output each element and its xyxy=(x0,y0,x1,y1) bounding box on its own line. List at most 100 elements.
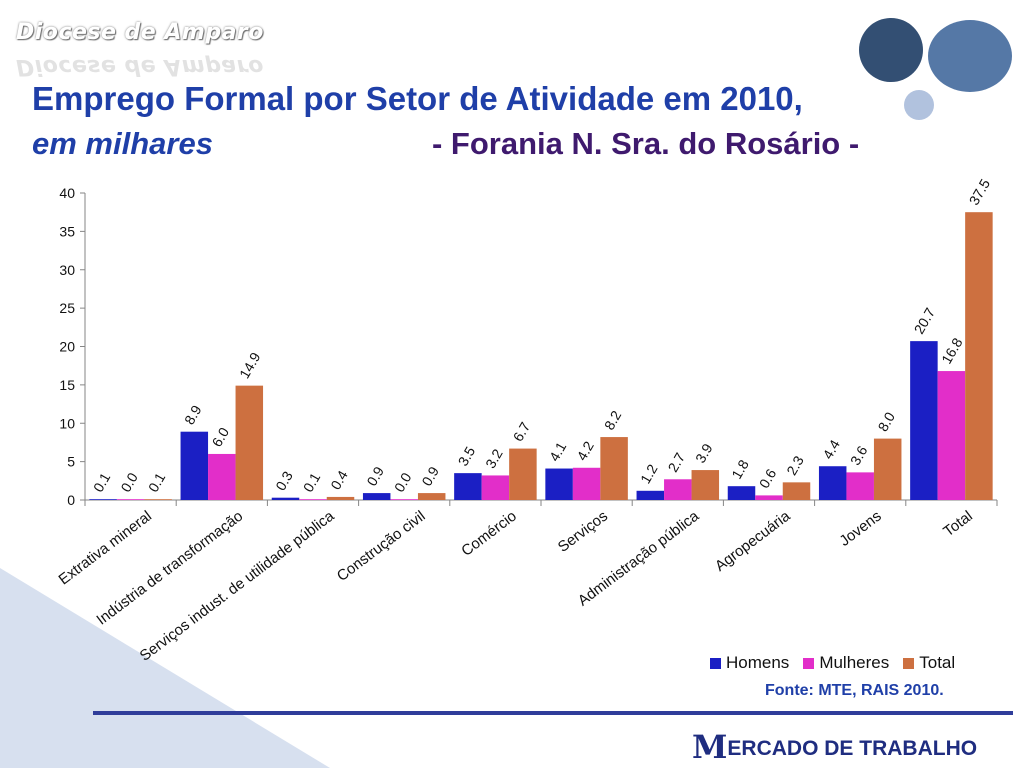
data-label: 20.7 xyxy=(911,305,939,337)
data-label: 0.0 xyxy=(117,470,141,495)
data-label: 0.1 xyxy=(90,470,114,495)
bar-homens xyxy=(362,493,391,500)
bar-mulheres xyxy=(572,467,601,500)
y-tick-label: 0 xyxy=(67,492,75,508)
legend-swatch-mulheres xyxy=(803,657,815,669)
bar-total xyxy=(417,493,446,500)
bar-chart: 0 5 10 15 20 25 30 35 40 0.1 8.9 0.3 0.9 3.5 4.1 1.2 1.8… xyxy=(56,176,998,665)
bar-total xyxy=(235,385,264,500)
legend-label: Mulheres xyxy=(819,653,890,672)
y-tick-label: 10 xyxy=(59,415,75,431)
legend-item-total: Total xyxy=(903,653,955,673)
y-tick-label: 30 xyxy=(59,262,75,278)
bar-mulheres xyxy=(208,453,236,500)
bar-mulheres xyxy=(481,475,510,500)
data-label: 6.0 xyxy=(209,424,233,449)
data-label: 2.3 xyxy=(783,453,807,478)
bar-total xyxy=(873,438,902,500)
data-label: 4.4 xyxy=(819,437,843,462)
data-label: 3.9 xyxy=(692,441,716,466)
data-label: 14.9 xyxy=(236,349,264,381)
y-tick-label: 5 xyxy=(67,454,75,470)
title-region: - Forania N. Sra. do Rosário - xyxy=(432,126,860,161)
legend-item-homens: Homens xyxy=(710,653,789,673)
data-label: 3.5 xyxy=(455,444,479,469)
category-label: Indústria de transformação xyxy=(93,508,246,629)
category-label: Extrativa mineral xyxy=(56,508,155,589)
y-tick-label: 20 xyxy=(59,339,75,355)
decorative-circle xyxy=(928,20,1012,92)
category-label: Serviços indust. de utilidade pública xyxy=(137,507,338,664)
data-label: 6.7 xyxy=(510,419,534,444)
bar-total xyxy=(782,482,811,500)
bar-homens xyxy=(454,473,482,500)
decorative-circle xyxy=(904,90,934,120)
data-label: 8.2 xyxy=(601,408,625,433)
data-label: 4.1 xyxy=(546,439,570,464)
bar-mulheres xyxy=(846,472,874,500)
category-label: Agropecuária xyxy=(712,507,794,575)
data-label: 0.0 xyxy=(391,470,415,495)
bar-mulheres xyxy=(937,371,966,500)
category-label: Jovens xyxy=(836,508,884,550)
data-label: 0.1 xyxy=(145,470,169,495)
data-label: 0.9 xyxy=(363,464,387,489)
data-label: 1.8 xyxy=(728,457,752,482)
data-label: 16.8 xyxy=(938,335,966,367)
bar-mulheres xyxy=(116,499,145,500)
bar-mulheres xyxy=(664,479,692,500)
chart-legend: Homens Mulheres Total xyxy=(710,653,955,673)
category-label: Total xyxy=(940,508,976,541)
bar-mulheres xyxy=(755,495,783,500)
data-label: 0.4 xyxy=(327,467,351,492)
decorative-circle xyxy=(859,18,923,82)
data-label: 4.2 xyxy=(573,438,597,463)
data-label: 0.6 xyxy=(756,466,780,491)
y-tick-label: 40 xyxy=(59,185,75,201)
category-label: Serviços xyxy=(555,508,611,556)
bar-homens xyxy=(89,499,117,500)
data-label: 0.9 xyxy=(418,464,442,489)
legend-label: Homens xyxy=(726,653,790,672)
legend-swatch-total xyxy=(903,657,915,669)
legend-label: Total xyxy=(919,653,956,672)
data-label: 8.0 xyxy=(874,409,898,434)
data-label: 0.3 xyxy=(272,468,296,493)
bar-homens xyxy=(727,486,756,500)
y-tick-label: 35 xyxy=(59,223,75,239)
data-label: 3.2 xyxy=(482,446,506,471)
title-unit: em milhares xyxy=(32,126,213,161)
category-label: Construção civil xyxy=(334,508,429,585)
bar-mulheres xyxy=(299,499,327,500)
legend-swatch-homens xyxy=(710,657,721,669)
y-tick-label: 15 xyxy=(59,377,75,393)
category-label: Comércio xyxy=(458,508,519,560)
legend-item-mulheres: Mulheres xyxy=(803,653,889,673)
bar-mulheres xyxy=(390,499,418,500)
divider xyxy=(93,711,1013,715)
bar-homens xyxy=(271,497,300,500)
y-tick-label: 25 xyxy=(59,300,75,316)
data-label: 2.7 xyxy=(665,450,689,475)
bar-homens xyxy=(180,431,209,500)
footer-initial: M xyxy=(692,728,728,766)
footer-text: ERCADO DE TRABALHO xyxy=(727,737,978,760)
data-label: 8.9 xyxy=(181,402,205,427)
source-note: Fonte: MTE, RAIS 2010. xyxy=(765,682,944,699)
bar-total xyxy=(144,499,172,500)
bar-total xyxy=(326,496,355,500)
data-label: 0.1 xyxy=(300,470,324,495)
footer-logo: MERCADO DE TRABALHO xyxy=(692,728,977,766)
bar-homens xyxy=(545,468,573,500)
bar-homens xyxy=(636,490,665,500)
data-label: 1.2 xyxy=(637,461,661,486)
bar-total xyxy=(691,470,720,500)
bar-homens xyxy=(818,466,847,500)
bar-homens xyxy=(910,341,938,500)
brand-name: Diocese de Amparo xyxy=(16,20,264,45)
bar-total xyxy=(600,437,628,500)
data-label: 3.6 xyxy=(847,443,871,468)
bar-total xyxy=(509,448,537,500)
bar-total xyxy=(965,212,993,500)
